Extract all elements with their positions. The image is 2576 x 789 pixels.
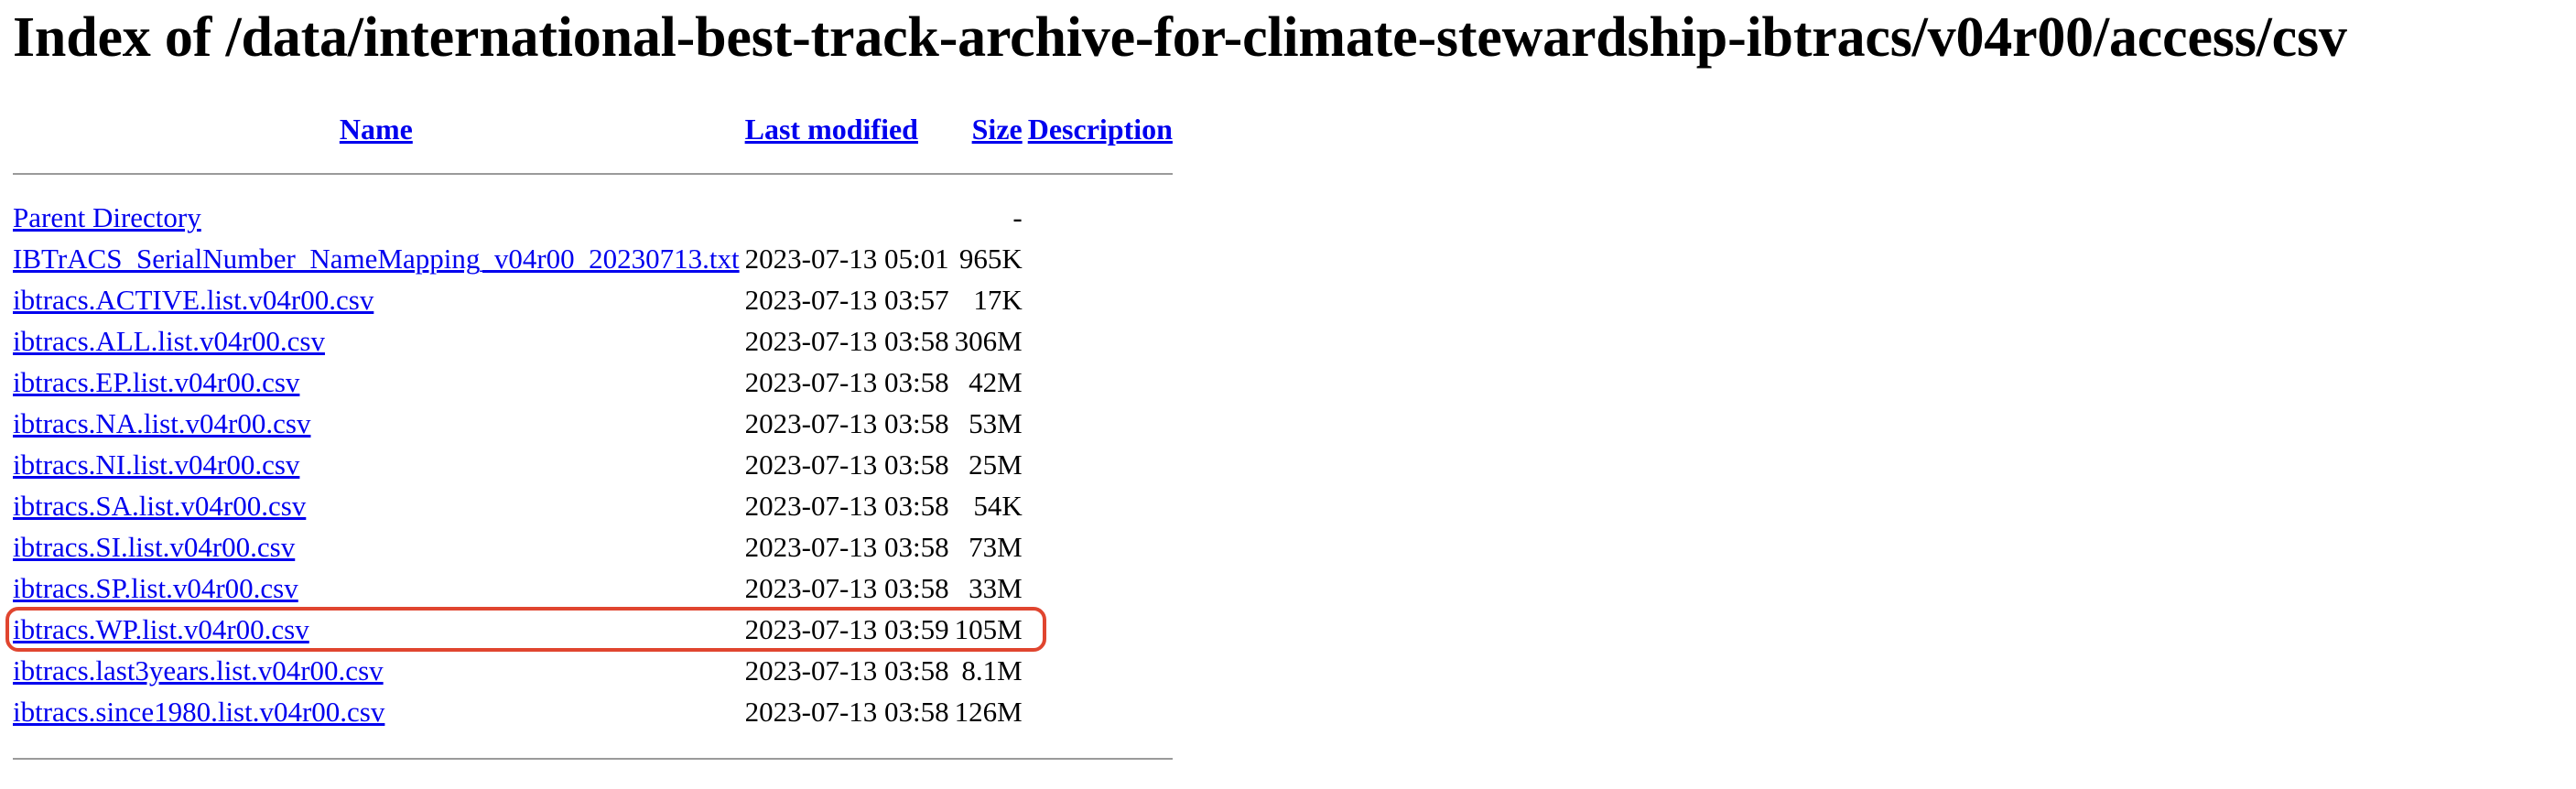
last-modified-cell: 2023-07-13 03:58 (744, 407, 949, 439)
description-cell (1028, 485, 1173, 526)
table-row: IBTrACS_SerialNumber_NameMapping_v04r00_… (13, 238, 1173, 279)
header-size[interactable]: Size (955, 108, 1023, 156)
table-row: ibtracs.SA.list.v04r00.csv 2023-07-13 03:… (13, 485, 1173, 526)
file-link[interactable]: ibtracs.ACTIVE.list.v04r00.csv (13, 284, 374, 316)
file-link[interactable]: ibtracs.ALL.list.v04r00.csv (13, 325, 325, 357)
file-name-cell: ibtracs.since1980.list.v04r00.csv (13, 691, 740, 732)
table-row: Parent Directory - (13, 197, 1173, 238)
last-modified-cell: 2023-07-13 03:59 (744, 613, 949, 645)
size-cell: - (1012, 201, 1023, 233)
file-link[interactable]: ibtracs.since1980.list.v04r00.csv (13, 696, 385, 728)
table-row: ibtracs.EP.list.v04r00.csv 2023-07-13 03:… (13, 362, 1173, 403)
file-name-cell: ibtracs.NI.list.v04r00.csv (13, 444, 740, 485)
sort-by-size-link[interactable]: Size (971, 113, 1023, 146)
file-name-cell: ibtracs.SP.list.v04r00.csv (13, 567, 740, 609)
size-cell: 53M (969, 407, 1023, 439)
file-name-cell: ibtracs.EP.list.v04r00.csv (13, 362, 740, 403)
last-modified-cell: 2023-07-13 03:58 (744, 654, 949, 686)
size-cell: 105M (954, 613, 1023, 645)
size-cell: 73M (969, 531, 1023, 563)
size-cell: 33M (969, 572, 1023, 604)
last-modified-cell: 2023-07-13 03:58 (744, 531, 949, 563)
table-row: ibtracs.NI.list.v04r00.csv 2023-07-13 03:… (13, 444, 1173, 485)
file-name-cell: IBTrACS_SerialNumber_NameMapping_v04r00_… (13, 238, 740, 279)
last-modified-cell: 2023-07-13 03:58 (744, 572, 949, 604)
file-link[interactable]: ibtracs.WP.list.v04r00.csv (13, 613, 309, 645)
description-cell (1028, 238, 1173, 279)
file-name-cell: ibtracs.ALL.list.v04r00.csv (13, 320, 740, 362)
description-cell (1028, 650, 1173, 691)
file-name-cell: ibtracs.last3years.list.v04r00.csv (13, 650, 740, 691)
table-row: ibtracs.WP.list.v04r00.csv 2023-07-13 03:… (13, 609, 1173, 650)
size-cell: 54K (973, 490, 1023, 522)
last-modified-cell: 2023-07-13 05:01 (744, 243, 949, 275)
description-cell (1028, 279, 1173, 320)
description-cell (1028, 362, 1173, 403)
table-row: ibtracs.last3years.list.v04r00.csv 2023-0… (13, 650, 1173, 691)
file-link[interactable]: ibtracs.NA.list.v04r00.csv (13, 407, 311, 439)
last-modified-cell: 2023-07-13 03:58 (744, 449, 949, 481)
size-cell: 306M (954, 325, 1023, 357)
header-name[interactable]: Name (13, 108, 740, 156)
header-description[interactable]: Description (1028, 108, 1173, 156)
file-link[interactable]: ibtracs.NI.list.v04r00.csv (13, 449, 300, 481)
footer-divider (13, 732, 1173, 773)
description-cell (1028, 609, 1173, 650)
file-link[interactable]: ibtracs.SP.list.v04r00.csv (13, 572, 298, 604)
file-link[interactable]: ibtracs.last3years.list.v04r00.csv (13, 654, 384, 686)
description-cell (1028, 444, 1173, 485)
file-name-cell: Parent Directory (13, 197, 740, 238)
file-link[interactable]: IBTrACS_SerialNumber_NameMapping_v04r00_… (13, 243, 740, 275)
file-name-cell: ibtracs.SA.list.v04r00.csv (13, 485, 740, 526)
description-cell (1028, 691, 1173, 732)
size-cell: 965K (958, 243, 1023, 275)
last-modified-cell (745, 197, 949, 238)
file-name-cell: ibtracs.ACTIVE.list.v04r00.csv (13, 279, 740, 320)
description-cell (1028, 403, 1173, 444)
table-row: ibtracs.SI.list.v04r00.csv 2023-07-13 03:… (13, 526, 1173, 567)
file-link[interactable]: ibtracs.EP.list.v04r00.csv (13, 366, 300, 398)
table-row: ibtracs.ALL.list.v04r00.csv 2023-07-13 03… (13, 320, 1173, 362)
divider-line (13, 757, 1173, 760)
size-cell: 126M (954, 696, 1023, 728)
last-modified-cell: 2023-07-13 03:57 (744, 284, 949, 316)
size-cell: 25M (969, 449, 1023, 481)
file-link[interactable]: ibtracs.SI.list.v04r00.csv (13, 531, 296, 563)
last-modified-cell: 2023-07-13 03:58 (744, 696, 949, 728)
last-modified-cell: 2023-07-13 03:58 (744, 366, 949, 398)
size-cell: 8.1M (961, 654, 1023, 686)
page-title: Index of /data/international-best-track-… (13, 6, 2347, 69)
size-cell: 42M (969, 366, 1023, 398)
parent-directory-link[interactable]: Parent Directory (13, 201, 201, 233)
size-cell: 17K (973, 284, 1023, 316)
last-modified-cell: 2023-07-13 03:58 (744, 490, 949, 522)
header-last-modified[interactable]: Last modified (745, 108, 949, 156)
description-cell (1028, 320, 1173, 362)
description-cell (1028, 197, 1173, 238)
file-name-cell: ibtracs.WP.list.v04r00.csv (13, 609, 740, 650)
sort-by-name-link[interactable]: Name (339, 113, 413, 146)
table-row: ibtracs.ACTIVE.list.v04r00.csv 2023-07-13… (13, 279, 1173, 320)
file-name-cell: ibtracs.NA.list.v04r00.csv (13, 403, 740, 444)
table-row: ibtracs.SP.list.v04r00.csv 2023-07-13 03:… (13, 567, 1173, 609)
description-cell (1028, 567, 1173, 609)
file-link[interactable]: ibtracs.SA.list.v04r00.csv (13, 490, 307, 522)
header-divider (13, 156, 1173, 197)
table-row: ibtracs.NA.list.v04r00.csv 2023-07-13 03:… (13, 403, 1173, 444)
last-modified-cell: 2023-07-13 03:58 (744, 325, 949, 357)
sort-by-last-modified-link[interactable]: Last modified (744, 113, 918, 146)
table-row: ibtracs.since1980.list.v04r00.csv 2023-07… (13, 691, 1173, 732)
description-cell (1028, 526, 1173, 567)
table-header-row: Name Last modified Size Description (13, 108, 1173, 156)
file-name-cell: ibtracs.SI.list.v04r00.csv (13, 526, 740, 567)
directory-listing-table: Name Last modified Size Description Pare… (7, 108, 1178, 773)
sort-by-description-link[interactable]: Description (1027, 113, 1173, 146)
divider-line (13, 172, 1173, 175)
